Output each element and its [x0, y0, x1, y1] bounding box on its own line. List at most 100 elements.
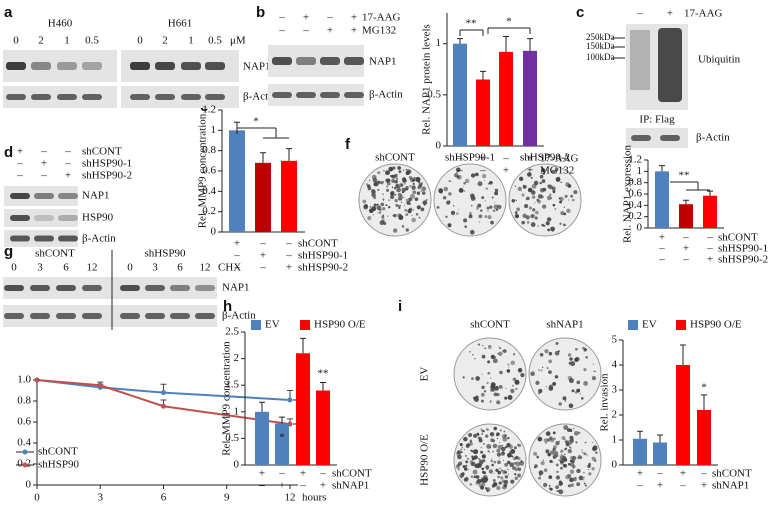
colony — [508, 453, 512, 458]
blot-band — [120, 313, 140, 319]
colony — [376, 203, 379, 206]
colony — [378, 209, 380, 211]
error-bar — [279, 416, 285, 424]
colony — [553, 450, 559, 456]
colony — [478, 214, 483, 219]
colony — [555, 463, 559, 467]
colony — [405, 198, 409, 202]
colony — [363, 204, 369, 210]
condition-mark: + — [279, 480, 285, 492]
colony — [389, 194, 395, 200]
colony — [492, 479, 496, 482]
colony — [469, 212, 472, 215]
panel-letter: g — [4, 243, 13, 260]
colony — [421, 191, 426, 195]
bar — [255, 411, 269, 465]
blot-band — [296, 57, 316, 65]
colony — [533, 466, 537, 469]
colony — [512, 466, 517, 471]
condition-mark: + — [260, 250, 266, 262]
colony — [570, 194, 574, 198]
colony — [377, 171, 381, 175]
band-label: NAP1 — [222, 282, 250, 294]
colony — [398, 196, 403, 201]
colony — [483, 390, 487, 393]
colony — [570, 455, 575, 460]
colony — [391, 174, 395, 179]
colony — [550, 450, 555, 455]
colony — [497, 470, 502, 475]
colony — [576, 468, 581, 474]
colony — [496, 400, 501, 405]
blot-band — [205, 62, 225, 70]
colony — [560, 181, 563, 184]
error-bar — [701, 394, 707, 410]
colony — [564, 448, 567, 451]
colony — [463, 190, 466, 192]
colony — [565, 474, 570, 480]
colony — [494, 201, 496, 203]
colony — [555, 441, 560, 446]
colony — [465, 464, 468, 467]
colony — [507, 395, 513, 400]
colony-dish — [528, 337, 602, 411]
legend-label: HSP90 O/E — [314, 319, 366, 331]
colony — [476, 206, 478, 208]
colony — [460, 448, 463, 451]
bar — [453, 43, 467, 146]
colony — [372, 214, 375, 216]
colony — [412, 190, 417, 195]
colony — [490, 354, 495, 359]
error-bar — [659, 165, 665, 172]
colony — [486, 489, 489, 493]
condition-mark: – — [278, 25, 285, 37]
colony — [514, 473, 517, 476]
colony — [493, 392, 498, 397]
colony — [515, 468, 518, 472]
colony — [450, 180, 452, 182]
legend-swatch — [22, 449, 28, 455]
time-label: 12 — [87, 262, 98, 274]
band-label: β-Actin — [369, 89, 403, 101]
colony — [521, 193, 525, 197]
colony — [408, 207, 413, 212]
condition-mark: + — [480, 153, 486, 165]
colony — [572, 464, 576, 468]
colony — [526, 196, 530, 201]
colony — [393, 187, 397, 190]
colony — [536, 198, 540, 202]
dose-label: 0 — [13, 35, 19, 47]
colony — [417, 181, 421, 184]
blot-band — [10, 193, 30, 199]
condition-mark: – — [706, 232, 713, 244]
colony — [508, 366, 510, 368]
condition-mark: – — [258, 480, 265, 492]
blot-band — [320, 57, 340, 65]
colony — [409, 193, 415, 199]
condition-mark: – — [40, 146, 47, 158]
colony — [541, 168, 546, 173]
colony — [517, 443, 520, 447]
error-bar — [320, 382, 326, 391]
panel-letter: a — [4, 4, 13, 21]
condition-mark: – — [636, 480, 643, 492]
colony — [510, 479, 515, 484]
colony — [574, 391, 578, 394]
colony — [520, 190, 522, 192]
colony — [538, 369, 540, 371]
condition-name: 17-AAG — [362, 12, 401, 24]
dose-label: 2 — [38, 35, 44, 47]
colony — [550, 197, 552, 199]
colony — [413, 176, 416, 179]
colony — [558, 459, 561, 462]
blot-band — [30, 285, 50, 291]
condition-mark: – — [502, 153, 509, 165]
colony — [583, 482, 586, 485]
condition-mark: + — [303, 12, 309, 24]
colony — [463, 467, 468, 471]
point — [161, 390, 166, 396]
panel-letter: b — [256, 4, 265, 21]
colony — [497, 460, 501, 465]
condition-name: shCONT — [712, 468, 752, 480]
colony — [573, 427, 575, 430]
